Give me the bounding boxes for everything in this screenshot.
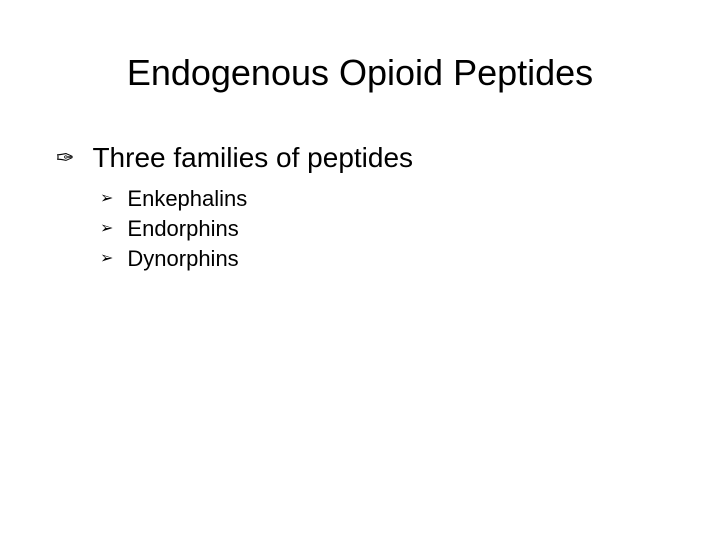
main-bullet-item: ✑ Three families of peptides	[0, 142, 720, 174]
main-bullet-text: Three families of peptides	[92, 142, 413, 174]
slide-title: Endogenous Opioid Peptides	[0, 52, 720, 94]
sub-bullet-text: Endorphins	[127, 216, 238, 242]
arrow-bullet-icon: ➢	[100, 221, 113, 237]
sub-bullet-item: ➢ Dynorphins	[0, 246, 720, 272]
sub-bullet-text: Dynorphins	[127, 246, 238, 272]
sub-bullet-item: ➢ Enkephalins	[0, 186, 720, 212]
arrow-bullet-icon: ➢	[100, 191, 113, 207]
arrow-bullet-icon: ➢	[100, 251, 113, 267]
main-bullet-icon: ✑	[56, 147, 74, 169]
sub-bullet-item: ➢ Endorphins	[0, 216, 720, 242]
slide-container: Endogenous Opioid Peptides ✑ Three famil…	[0, 0, 720, 540]
sub-bullet-text: Enkephalins	[127, 186, 247, 212]
